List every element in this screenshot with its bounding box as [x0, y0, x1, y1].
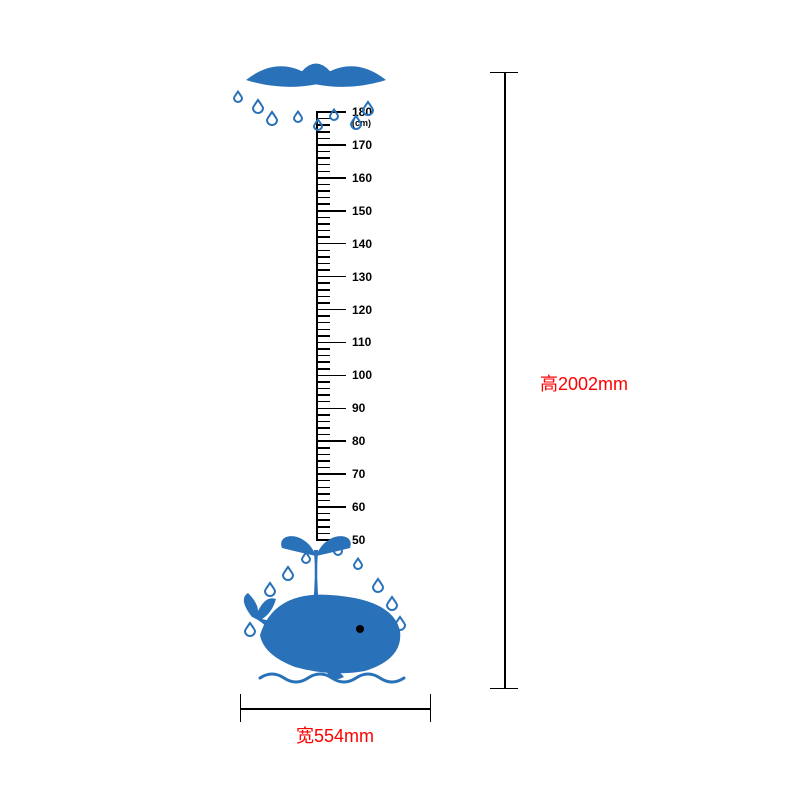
whale-icon: [0, 0, 800, 800]
diagram-canvas: 高2002mm 宽554mm 180(cm)170160150140130120…: [0, 0, 800, 800]
